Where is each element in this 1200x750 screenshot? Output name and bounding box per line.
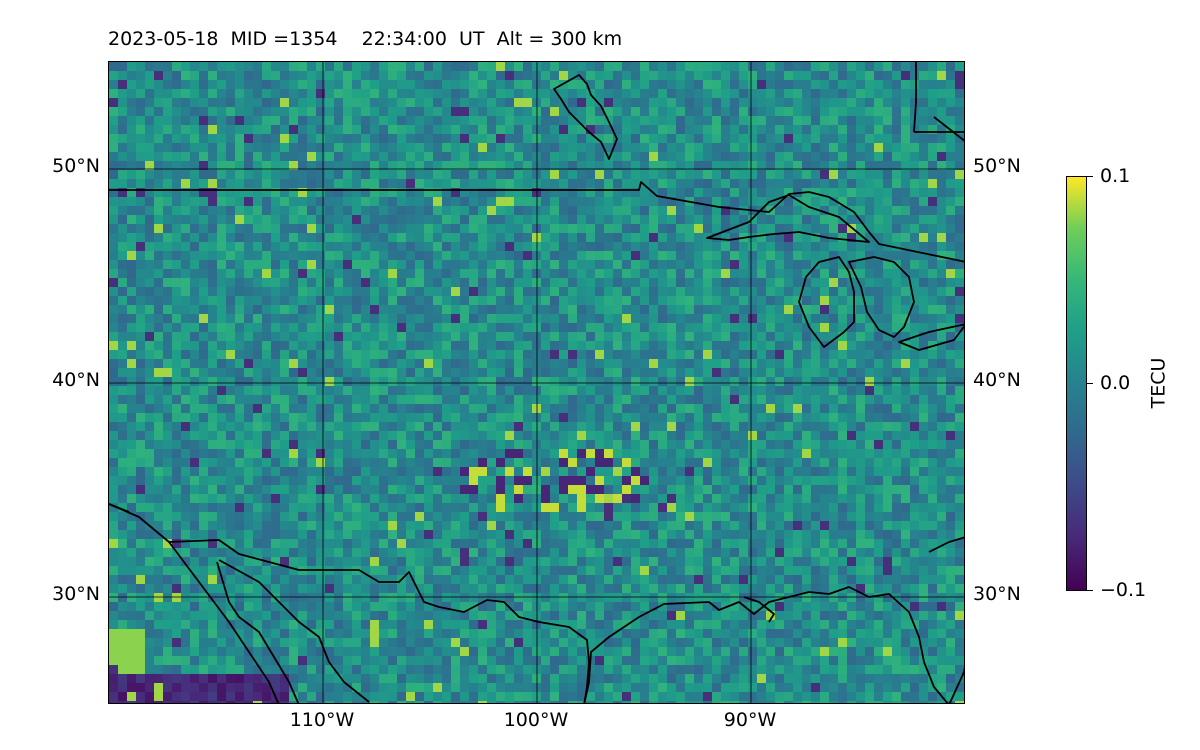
mexico-gulf [583, 586, 949, 703]
lat-label-right-50: 50°N [973, 155, 1021, 177]
colorbar-tick-mid [1087, 383, 1093, 384]
map-overlay [109, 62, 964, 703]
gridlines [109, 62, 964, 703]
lat-label-right-40: 40°N [973, 369, 1021, 391]
lat-label-left-50: 50°N [52, 155, 100, 177]
lon-label-90w: 90°W [723, 709, 777, 731]
lat-label-left-40: 40°N [52, 369, 100, 391]
east-coast [913, 62, 964, 142]
lon-label-100w: 100°W [503, 709, 569, 731]
yucatan-approach [928, 536, 964, 703]
us-canada-border [109, 181, 964, 263]
colorbar-tick-max [1087, 176, 1093, 177]
colorbar-label-max: 0.1 [1100, 165, 1131, 187]
colorbar-label-mid: 0.0 [1100, 372, 1131, 394]
colorbar-tick-min [1087, 590, 1093, 591]
lat-label-left-30: 30°N [52, 583, 100, 605]
lake-huron [848, 256, 915, 338]
coastlines [109, 62, 964, 703]
lake-erie [898, 323, 964, 351]
colorbar-label-min: −0.1 [1100, 579, 1147, 601]
baja-california [216, 559, 370, 703]
west-coast [109, 503, 280, 703]
colorbar [1066, 176, 1087, 591]
lake-winnipeg [553, 74, 618, 160]
lat-label-right-30: 30°N [973, 583, 1021, 605]
colorbar-title: TECU [1147, 357, 1170, 409]
lake-superior [706, 194, 870, 243]
baja-peninsula [109, 503, 590, 703]
tec-map-panel [108, 61, 965, 704]
map-title: 2023-05-18 MID =1354 22:34:00 UT Alt = 3… [108, 28, 623, 50]
lake-michigan [798, 256, 855, 348]
florida-west [743, 596, 775, 623]
lon-label-110w: 110°W [289, 709, 355, 731]
